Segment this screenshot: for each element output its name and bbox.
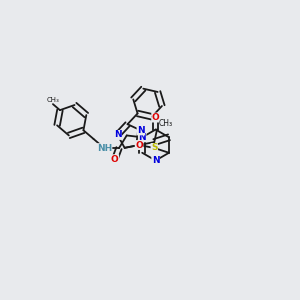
Text: N: N — [137, 126, 145, 135]
Text: CH₃: CH₃ — [158, 119, 172, 128]
Text: O: O — [135, 140, 143, 149]
Text: N: N — [138, 133, 146, 142]
Text: NH: NH — [97, 144, 112, 153]
Text: O: O — [111, 155, 119, 164]
Text: CH₃: CH₃ — [46, 97, 59, 103]
Text: N: N — [114, 130, 121, 140]
Text: O: O — [152, 113, 160, 122]
Text: S: S — [151, 143, 158, 152]
Text: N: N — [152, 156, 159, 165]
